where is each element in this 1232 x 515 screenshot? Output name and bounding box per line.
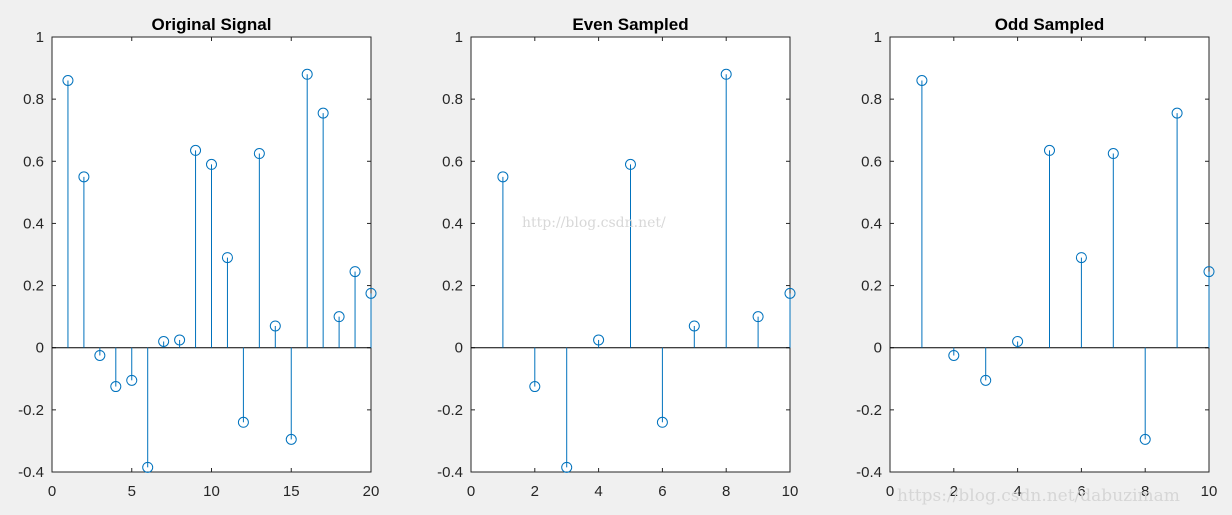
x-tick-label: 8 — [722, 483, 730, 500]
x-tick-label: 4 — [1013, 483, 1021, 500]
stem-marker — [365, 287, 377, 299]
stem-marker — [285, 433, 297, 445]
x-tick-label: 10 — [782, 483, 799, 500]
y-tick-label: 0.4 — [442, 215, 463, 232]
chart-title: Odd Sampled — [995, 15, 1105, 34]
y-tick-label: 1 — [36, 29, 44, 46]
stem-marker — [529, 381, 541, 393]
y-tick-label: 0.4 — [23, 215, 44, 232]
x-tick-label: 20 — [363, 483, 380, 500]
stem-marker — [221, 252, 233, 264]
stem-marker — [269, 320, 281, 332]
stem-marker — [593, 334, 605, 346]
stem-marker — [1139, 433, 1151, 445]
stem-marker — [784, 287, 796, 299]
y-tick-label: 1 — [874, 29, 882, 46]
y-tick-label: 0.6 — [23, 153, 44, 170]
stem-marker — [688, 320, 700, 332]
stem-marker — [78, 171, 90, 183]
y-tick-label: -0.4 — [18, 464, 44, 481]
y-tick-label: -0.2 — [18, 402, 44, 419]
chart-title: Even Sampled — [572, 15, 688, 34]
stem-marker — [237, 416, 249, 428]
x-tick-label: 5 — [128, 483, 136, 500]
x-tick-label: 0 — [886, 483, 894, 500]
stem-marker — [1075, 252, 1087, 264]
x-tick-label: 10 — [203, 483, 220, 500]
stem-marker — [158, 336, 170, 347]
x-tick-label: 2 — [531, 483, 539, 500]
y-tick-label: 0.2 — [442, 278, 463, 295]
x-tick-label: 15 — [283, 483, 300, 500]
stem-marker — [110, 381, 122, 393]
y-tick-label: -0.4 — [856, 464, 882, 481]
watermark-center: http://blog.csdn.net/ — [522, 215, 666, 231]
x-tick-label: 6 — [1077, 483, 1085, 500]
x-tick-label: 2 — [950, 483, 958, 500]
y-tick-label: 0.8 — [442, 91, 463, 108]
stem-marker — [142, 461, 154, 473]
stem-marker — [720, 68, 732, 80]
stem-marker — [333, 311, 345, 323]
y-tick-label: -0.4 — [437, 464, 463, 481]
y-tick-label: 0.2 — [861, 278, 882, 295]
stem-marker — [94, 349, 106, 361]
stem-marker — [190, 144, 202, 156]
stem-marker — [126, 374, 138, 386]
stem-marker — [752, 311, 764, 323]
y-tick-label: 0.8 — [861, 91, 882, 108]
stem-marker — [301, 68, 313, 80]
y-tick-label: 0.4 — [861, 215, 882, 232]
stem-marker — [174, 334, 186, 346]
x-tick-label: 4 — [594, 483, 602, 500]
y-tick-label: 0.6 — [442, 153, 463, 170]
stem-marker — [656, 416, 668, 428]
x-tick-label: 8 — [1141, 483, 1149, 500]
y-tick-label: 0 — [455, 340, 463, 357]
x-tick-label: 6 — [658, 483, 666, 500]
y-tick-label: 1 — [455, 29, 463, 46]
stem-marker — [317, 107, 329, 119]
y-tick-label: 0.6 — [861, 153, 882, 170]
stem-marker — [561, 461, 573, 473]
y-tick-label: 0 — [36, 340, 44, 357]
y-tick-label: -0.2 — [856, 402, 882, 419]
stem-marker — [62, 75, 74, 86]
stem-marker — [1203, 266, 1215, 278]
stem-marker — [1012, 336, 1024, 347]
stem-marker — [349, 266, 361, 278]
y-tick-label: -0.2 — [437, 402, 463, 419]
stem-marker — [206, 158, 217, 170]
x-tick-label: 0 — [467, 483, 475, 500]
stem-marker — [980, 374, 992, 386]
stem-marker — [948, 349, 960, 361]
stem-marker — [253, 148, 265, 160]
chart-title: Original Signal — [152, 15, 272, 34]
watermark-corner: https://blog.csdn.net/dabuzimam — [897, 486, 1180, 506]
stem-marker — [1107, 148, 1119, 160]
x-tick-label: 0 — [48, 483, 56, 500]
stem-marker — [497, 171, 509, 183]
stem-marker — [916, 75, 928, 86]
stem-marker — [625, 158, 636, 170]
y-tick-label: 0 — [874, 340, 882, 357]
stem-marker — [1171, 107, 1183, 119]
y-tick-label: 0.8 — [23, 91, 44, 108]
y-tick-label: 0.2 — [23, 278, 44, 295]
stem-marker — [1044, 144, 1055, 156]
x-tick-label: 10 — [1201, 483, 1218, 500]
